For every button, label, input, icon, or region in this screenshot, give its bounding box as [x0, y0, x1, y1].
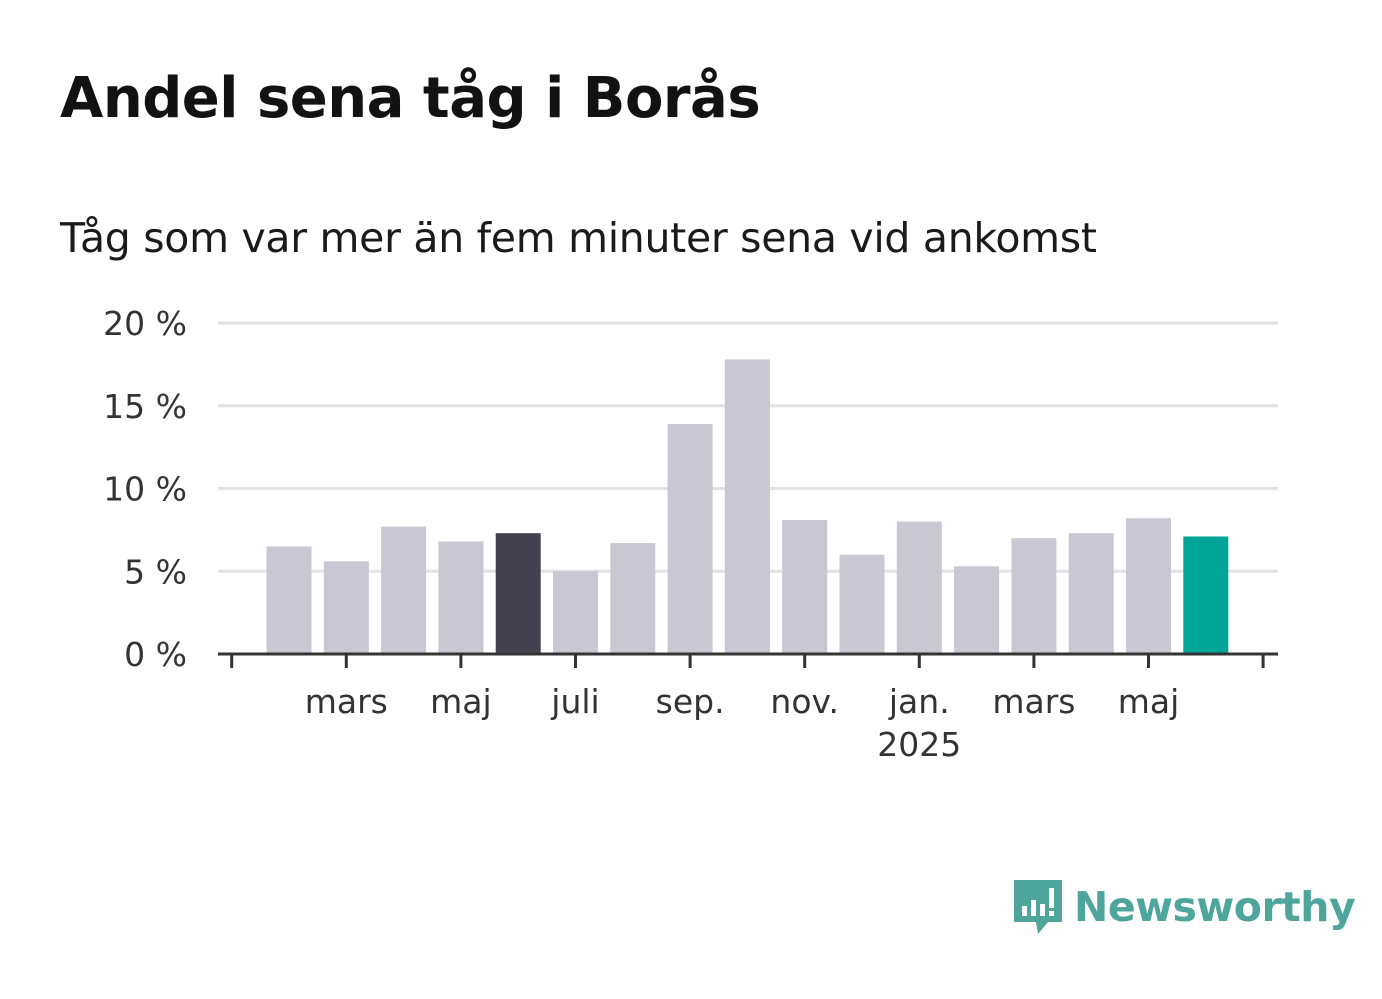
bar-2025-06	[1183, 536, 1229, 654]
y-tick-label: 10 %	[103, 470, 187, 509]
y-tick-label: 15 %	[103, 387, 187, 426]
x-tick-label: sep.	[656, 682, 725, 721]
newsworthy-logo: Newsworthy	[1010, 876, 1356, 938]
y-axis-labels: 0 % 5 % 10 % 15 % 20 %	[103, 304, 187, 674]
bar-chart-speech-bubble-icon	[1014, 880, 1062, 934]
x-tick-label: juli	[550, 682, 599, 721]
chart-subtitle: Tåg som var mer än fem minuter sena vid …	[60, 214, 1097, 262]
x-axis-labels: mars maj juli sep. nov. jan. 2025 mars maj	[305, 682, 1180, 764]
x-tick-label: mars	[305, 682, 388, 721]
brand-name: Newsworthy	[1074, 883, 1356, 931]
bar-2024-09	[667, 423, 713, 654]
bar-2024-03	[323, 561, 369, 654]
bar-2024-06	[495, 533, 541, 654]
bar-2024-12	[839, 554, 885, 654]
bar-2024-11	[782, 519, 828, 654]
x-tick-label: jan.	[888, 682, 950, 721]
x-axis	[218, 652, 1278, 668]
y-tick-label: 0 %	[124, 635, 187, 674]
bar-2024-02	[266, 546, 312, 654]
chart-title: Andel sena tåg i Borås	[60, 66, 761, 131]
bar-2025-03	[1011, 538, 1057, 654]
y-tick-label: 5 %	[124, 552, 187, 591]
x-tick-label: maj	[1118, 682, 1180, 721]
bar-2025-02	[954, 566, 1000, 654]
x-tick-label: maj	[430, 682, 492, 721]
bar-2024-08	[610, 543, 656, 654]
bar-2025-01	[896, 521, 942, 654]
bar-2024-05	[438, 541, 484, 654]
bars	[266, 359, 1229, 654]
bar-2024-04	[381, 526, 427, 654]
bar-2024-07	[553, 571, 598, 654]
bar-2025-04	[1068, 533, 1114, 654]
x-tick-label: nov.	[770, 682, 839, 721]
x-tick-label: mars	[992, 682, 1075, 721]
bar-2025-05	[1126, 518, 1171, 654]
y-tick-label: 20 %	[103, 304, 187, 343]
x-tick-year-label: 2025	[877, 725, 961, 764]
bar-2024-10	[724, 359, 770, 654]
